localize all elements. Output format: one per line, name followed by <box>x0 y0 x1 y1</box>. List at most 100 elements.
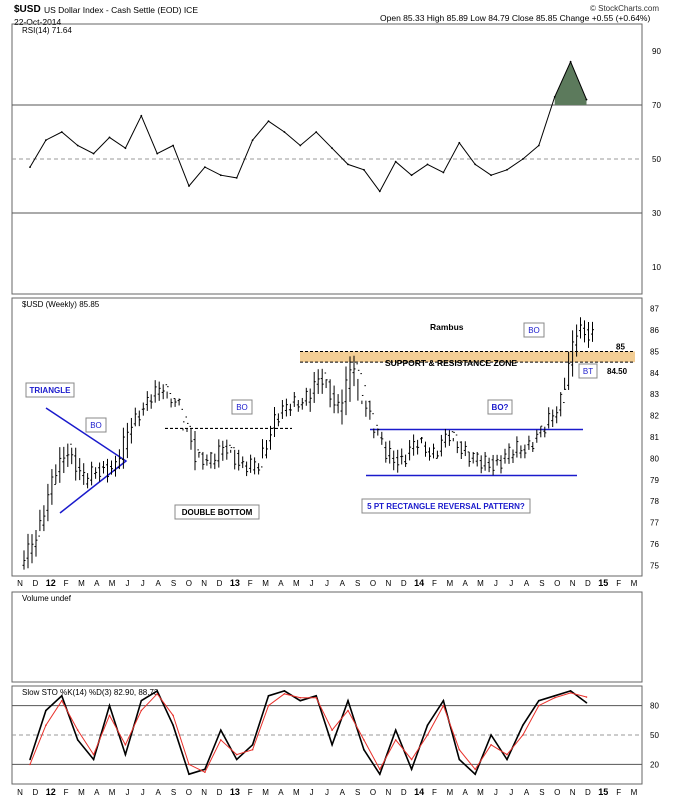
price-x-label: A <box>278 579 284 588</box>
price-tick-label: 85 <box>650 347 659 356</box>
sto-x-label: O <box>554 788 560 797</box>
sto-point <box>569 690 572 692</box>
sto-point <box>585 696 588 698</box>
price-tick-label: 78 <box>650 497 659 506</box>
sto-x-label: J <box>125 788 129 797</box>
rsi-tick-label: 10 <box>652 263 661 272</box>
sto-point <box>61 695 63 697</box>
sto-point <box>379 773 381 775</box>
sto-point <box>458 748 461 751</box>
rsi-point <box>251 139 254 142</box>
sto-x-label: 15 <box>598 787 608 797</box>
annotation-bo-1-box <box>85 417 107 433</box>
rsi-point <box>569 60 572 63</box>
sto-x-label: F <box>616 788 621 797</box>
rsi-point <box>537 144 540 147</box>
sto-x-label: N <box>201 788 207 797</box>
sto-point <box>267 695 270 697</box>
rsi-point <box>172 144 175 147</box>
sto-point <box>235 758 238 761</box>
sto-x-label: F <box>248 788 253 797</box>
price-x-label: S <box>171 579 176 588</box>
sto-x-label: F <box>432 788 437 797</box>
rsi-point <box>108 136 111 139</box>
triangle-pattern <box>45 407 128 514</box>
price-x-label: M <box>446 579 453 588</box>
rsi-point <box>394 160 397 163</box>
sto-point <box>283 690 286 692</box>
price-x-label: S <box>539 579 544 588</box>
sto-point <box>140 699 143 702</box>
sto-point <box>426 734 429 736</box>
sto-point <box>315 695 318 697</box>
price-x-label: J <box>509 579 513 588</box>
sto-point <box>108 704 111 707</box>
sto-x-label: D <box>585 788 591 797</box>
sto-point <box>251 748 254 751</box>
price-panel <box>11 297 643 577</box>
sto-point <box>538 699 540 702</box>
price-x-label: F <box>616 579 621 588</box>
sto-x-label: M <box>293 788 300 797</box>
sto-x-label: N <box>570 788 576 797</box>
sto-x-label: M <box>631 788 638 797</box>
sto-point <box>331 744 333 746</box>
sto-point <box>124 753 127 756</box>
sto-point <box>474 768 477 771</box>
sto-point <box>188 763 190 766</box>
sto-point <box>474 773 477 775</box>
sto-point <box>506 753 508 756</box>
sto-x-label: M <box>262 788 269 797</box>
price-x-label: F <box>248 579 253 588</box>
annotation-bo-2-box <box>231 399 253 415</box>
sto-point <box>299 696 302 699</box>
sto-point <box>267 704 270 707</box>
price-x-label: A <box>94 579 100 588</box>
price-x-label: F <box>432 579 437 588</box>
price-tick-label: 87 <box>650 305 659 314</box>
rsi-point <box>585 98 588 101</box>
sto-point <box>394 729 397 731</box>
price-tick-label: 86 <box>650 326 659 335</box>
price-x-label: F <box>64 579 69 588</box>
rsi-point <box>553 96 556 98</box>
sto-point <box>220 729 222 731</box>
sto-x-label: S <box>539 788 544 797</box>
rsi-point <box>219 174 222 177</box>
rsi-point <box>140 114 143 117</box>
price-x-label: N <box>17 579 23 588</box>
sto-point <box>553 696 556 699</box>
price-x-label: A <box>155 579 161 588</box>
sto-point <box>553 695 556 697</box>
price-x-label: M <box>631 579 638 588</box>
sto-point <box>315 696 318 699</box>
sto-x-label: M <box>78 788 85 797</box>
rsi-line <box>29 60 587 193</box>
rsi-point <box>60 131 63 133</box>
price-tick-label: 77 <box>650 519 659 528</box>
price-tick-label: 82 <box>650 412 659 421</box>
sto-point <box>45 724 47 726</box>
sto-point <box>585 701 588 704</box>
rsi-point <box>378 190 381 193</box>
price-x-label: M <box>293 579 300 588</box>
rsi-point <box>347 163 349 166</box>
price-x-label: O <box>186 579 192 588</box>
sto-x-label: A <box>94 788 100 797</box>
sto-x-label: J <box>325 788 329 797</box>
price-x-label: J <box>494 579 498 588</box>
sto-x-label: F <box>64 788 69 797</box>
price-x-label: M <box>109 579 116 588</box>
sto-point <box>410 768 413 771</box>
price-x-label: D <box>217 579 223 588</box>
price-x-label: N <box>201 579 207 588</box>
annotation-bt: BT <box>583 367 593 376</box>
sto-point <box>442 699 445 702</box>
annotation-bo-question-box <box>487 399 513 415</box>
rsi-point <box>76 144 79 147</box>
price-x-label: O <box>554 579 560 588</box>
sto-point <box>76 729 79 731</box>
sto-title: Slow STO %K(14) %D(3) 82.90, 88.73 <box>22 688 159 697</box>
rsi-point <box>410 174 413 177</box>
